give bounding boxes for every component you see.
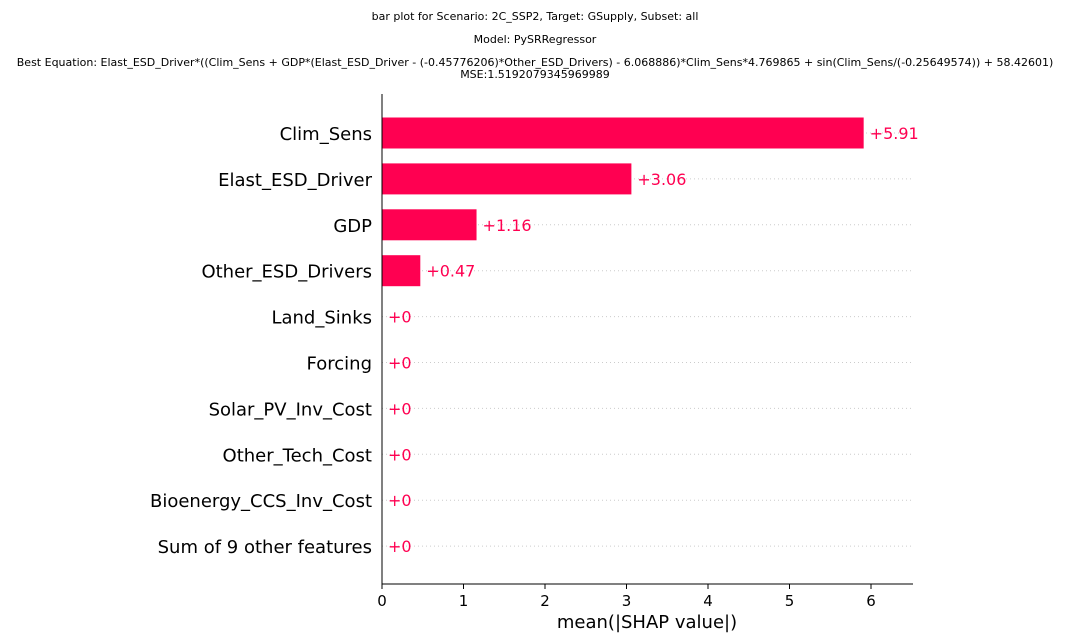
bar-1: [382, 163, 632, 195]
chart-title-scenario: bar plot for Scenario: 2C_SSP2, Target: …: [371, 10, 699, 23]
x-ticks: 0 1 2 3 4 5 6: [377, 584, 876, 610]
value-label-5: +0: [388, 354, 412, 373]
chart-title-mse: MSE:1.5192079345969989: [460, 68, 610, 81]
feature-label-0: Clim_Sens: [280, 124, 372, 145]
chart-title-equation: Best Equation: Elast_ESD_Driver*((Clim_S…: [16, 56, 1054, 69]
value-label-8: +0: [388, 491, 412, 510]
value-label-6: +0: [388, 399, 412, 418]
value-label-1: +3.06: [637, 170, 686, 189]
bar-0: [382, 117, 864, 149]
bar-3: [382, 255, 421, 287]
value-label-7: +0: [388, 445, 412, 464]
feature-label-1: Elast_ESD_Driver: [218, 170, 372, 191]
bars: [382, 117, 864, 287]
value-label-9: +0: [388, 537, 412, 556]
x-tick-label-5: 5: [785, 592, 795, 610]
x-tick-label-2: 2: [540, 592, 550, 610]
x-tick-label-6: 6: [866, 592, 876, 610]
x-tick-label-1: 1: [459, 592, 469, 610]
x-tick-label-0: 0: [377, 592, 387, 610]
feature-label-7: Other_Tech_Cost: [223, 445, 372, 466]
feature-label-4: Land_Sinks: [271, 308, 372, 329]
feature-label-6: Solar_PV_Inv_Cost: [209, 399, 372, 420]
feature-labels: Clim_Sens Elast_ESD_Driver GDP Other_ESD_Dr…: [150, 124, 373, 558]
bar-2: [382, 209, 477, 241]
x-tick-label-4: 4: [703, 592, 713, 610]
feature-label-8: Bioenergy_CCS_Inv_Cost: [150, 491, 372, 512]
feature-label-9: Sum of 9 other features: [158, 537, 372, 558]
chart-title-model: Model: PySRRegressor: [473, 33, 597, 46]
feature-label-2: GDP: [333, 216, 372, 237]
value-label-3: +0.47: [426, 262, 475, 281]
value-label-2: +1.16: [483, 216, 532, 235]
value-labels: +5.91 +3.06 +1.16 +0.47 +0 +0 +0 +0 +0 +0: [388, 124, 919, 556]
row-guides: [382, 132, 913, 547]
feature-label-5: Forcing: [307, 354, 372, 375]
x-tick-label-3: 3: [622, 592, 632, 610]
feature-label-3: Other_ESD_Drivers: [201, 262, 372, 283]
value-label-4: +0: [388, 308, 412, 327]
value-label-0: +5.91: [870, 124, 919, 143]
x-axis-label: mean(|SHAP value|): [557, 612, 737, 633]
